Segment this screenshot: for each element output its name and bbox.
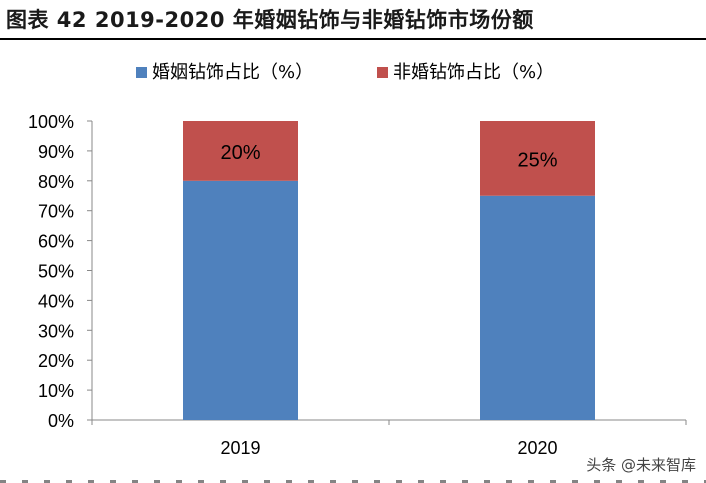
bar-non-marriage-2019 xyxy=(183,121,298,181)
x-tick-label: 2019 xyxy=(220,438,260,458)
chart-title: 图表 42 2019-2020 年婚姻钻饰与非婚钻饰市场份额 xyxy=(6,8,534,32)
bar-marriage-2020 xyxy=(480,195,595,420)
bar-non-marriage-2020 xyxy=(480,121,595,196)
watermark: 头条 @未来智库 xyxy=(586,456,696,474)
y-tick-label: 70% xyxy=(38,202,74,222)
data-label: 20% xyxy=(220,142,260,164)
labels: 20% 25% xyxy=(220,142,557,171)
y-tick-label: 20% xyxy=(38,351,74,371)
title-divider xyxy=(0,38,706,40)
legend-swatch xyxy=(377,67,388,78)
y-tick-label: 10% xyxy=(38,381,74,401)
x-tick-label: 2020 xyxy=(517,438,557,458)
legend-swatch xyxy=(136,67,147,78)
y-tick-label: 100% xyxy=(28,112,74,132)
legend: 婚姻钻饰占比（%） 非婚钻饰占比（%） xyxy=(136,62,554,83)
y-tick-label: 0% xyxy=(48,411,74,431)
y-tick-label: 50% xyxy=(38,262,74,282)
y-tick-label: 90% xyxy=(38,142,74,162)
legend-label: 婚姻钻饰占比（%） xyxy=(152,62,313,83)
footer-strip xyxy=(0,480,706,483)
bars xyxy=(183,121,595,420)
y-tick-label: 40% xyxy=(38,291,74,311)
y-tick-label: 30% xyxy=(38,321,74,341)
y-tick-label: 60% xyxy=(38,232,74,252)
data-label: 25% xyxy=(517,149,557,171)
bar-marriage-2019 xyxy=(183,180,298,420)
legend-label: 非婚钻饰占比（%） xyxy=(393,62,554,83)
y-tick-label: 80% xyxy=(38,172,74,192)
